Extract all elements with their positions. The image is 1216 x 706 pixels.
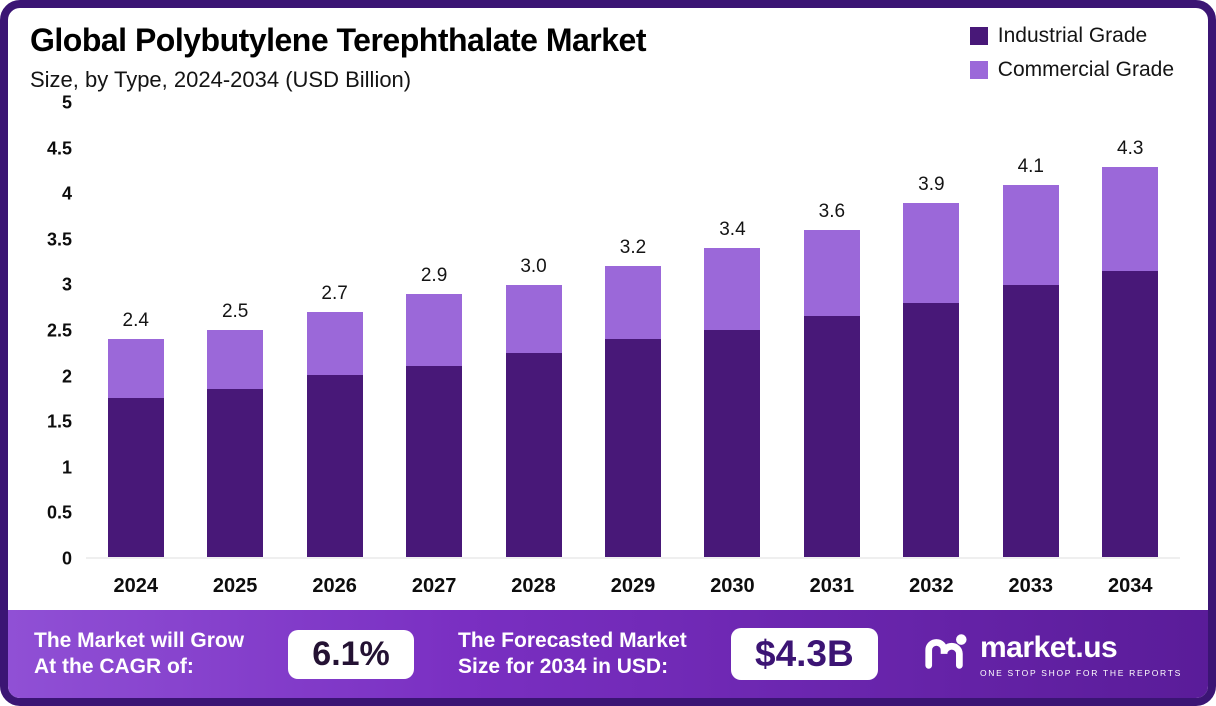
brand-block: market.us ONE STOP SHOP FOR THE REPORTS xyxy=(922,629,1182,680)
bar-value-label: 4.3 xyxy=(1117,137,1144,159)
y-axis: 5 4.5 4 3.5 3 2.5 2 1.5 1 0.5 0 xyxy=(24,93,86,569)
footer-banner: The Market will Grow At the CAGR of: 6.1… xyxy=(8,610,1208,698)
forecast-label: The Forecasted Market Size for 2034 in U… xyxy=(458,628,687,678)
bar-value-label: 3.2 xyxy=(619,237,647,259)
bar-segment-commercial xyxy=(207,330,264,390)
bar-segment-industrial xyxy=(306,375,363,557)
bar-segment-commercial xyxy=(406,293,463,367)
legend-label: Commercial Grade xyxy=(997,58,1174,81)
legend-swatch xyxy=(969,61,988,79)
bar-segment-industrial xyxy=(107,398,164,557)
bar-segment-industrial xyxy=(704,330,761,557)
bar-group: 3.9 xyxy=(901,103,961,557)
cagr-label: The Market will Grow At the CAGR of: xyxy=(34,628,245,678)
y-tick-label: 1 xyxy=(61,457,72,478)
y-tick-label: 0.5 xyxy=(46,502,72,523)
x-axis-label: 2024 xyxy=(113,575,158,597)
bar-segment-commercial xyxy=(604,266,661,340)
page-title: Global Polybutylene Terephthalate Market xyxy=(30,22,647,58)
bar-group: 4.1 xyxy=(1001,103,1061,557)
cagr-value-badge: 6.1% xyxy=(288,629,414,679)
bar-value-label: 2.4 xyxy=(122,310,149,332)
bar-value-label: 3.0 xyxy=(520,255,547,277)
bar-value-label: 2.5 xyxy=(221,301,249,323)
bar-value-label: 2.7 xyxy=(321,282,348,304)
x-axis-label: 2031 xyxy=(809,575,855,597)
bar-segment-industrial xyxy=(1102,270,1159,557)
marketus-logo-icon xyxy=(922,629,968,680)
legend: Industrial Grade Commercial Grade xyxy=(969,24,1174,82)
bar-segment-commercial xyxy=(505,284,562,353)
bar-chart: 5 4.5 4 3.5 3 2.5 2 1.5 1 0.5 0 2.4 2.5 2.7 2.9 3.0 3.2… xyxy=(8,93,1208,610)
x-axis-label: 2032 xyxy=(909,575,954,597)
bar-group: 2.9 xyxy=(404,103,464,557)
bar-segment-industrial xyxy=(505,352,562,557)
bar-group: 2.7 xyxy=(305,103,365,557)
legend-item-industrial: Industrial Grade xyxy=(969,24,1174,48)
x-axis-label: 2033 xyxy=(1008,575,1054,597)
x-axis-label: 2026 xyxy=(312,575,357,597)
legend-item-commercial: Commercial Grade xyxy=(969,58,1174,82)
x-axis-label: 2034 xyxy=(1108,575,1153,597)
bar-segment-commercial xyxy=(107,339,164,399)
bar-segment-commercial xyxy=(803,230,860,317)
bar-segment-industrial xyxy=(207,389,264,557)
bar-segment-commercial xyxy=(1102,166,1159,271)
y-tick-label: 1.5 xyxy=(46,411,72,432)
page-subtitle: Size, by Type, 2024-2034 (USD Billion) xyxy=(30,67,412,92)
chart-main: 5 4.5 4 3.5 3 2.5 2 1.5 1 0.5 0 2.4 2.5 2.7 2.9 3.0 3.2… xyxy=(24,93,1180,569)
bar-segment-industrial xyxy=(1002,284,1059,557)
bar-segment-industrial xyxy=(406,366,463,557)
y-tick-label: 4 xyxy=(61,183,72,204)
y-tick-label: 2.5 xyxy=(46,320,72,341)
bar-segment-industrial xyxy=(604,339,661,557)
bar-group: 2.5 xyxy=(205,103,265,557)
bar-segment-commercial xyxy=(903,202,960,303)
bar-value-label: 4.1 xyxy=(1017,155,1044,177)
x-axis-label: 2025 xyxy=(212,575,258,597)
x-axis-label: 2029 xyxy=(610,575,656,597)
brand-name: market.us xyxy=(979,630,1118,664)
bar-segment-commercial xyxy=(704,248,761,330)
x-axis-labels: 2024 2025 2026 2027 2028 2029 2030 2031 2032 2033… xyxy=(86,559,1180,610)
bar-segment-commercial xyxy=(1002,184,1059,285)
bar-segment-industrial xyxy=(903,302,960,557)
bar-group: 2.4 xyxy=(106,103,166,557)
bar-segment-industrial xyxy=(803,316,860,557)
brand-tagline: ONE STOP SHOP FOR THE REPORTS xyxy=(979,667,1182,678)
bar-value-label: 3.9 xyxy=(918,173,945,195)
y-tick-label: 3 xyxy=(61,274,72,295)
bar-group: 3.2 xyxy=(603,103,663,557)
bar-value-label: 3.4 xyxy=(719,219,746,241)
bar-value-label: 2.9 xyxy=(420,264,448,286)
bar-value-label: 3.6 xyxy=(818,201,846,223)
bar-group: 3.6 xyxy=(802,103,862,557)
legend-swatch xyxy=(969,27,988,45)
y-tick-label: 0 xyxy=(61,548,72,569)
bar-group: 3.4 xyxy=(702,103,762,557)
brand-text: market.us ONE STOP SHOP FOR THE REPORTS xyxy=(980,631,1182,678)
bar-group: 3.0 xyxy=(504,103,564,557)
y-tick-label: 3.5 xyxy=(46,229,72,250)
plot-area: 2.4 2.5 2.7 2.9 3.0 3.2 3.4 3.6 3.9 4.1 4.3 xyxy=(86,103,1180,559)
x-axis-label: 2028 xyxy=(511,575,556,597)
y-tick-label: 4.5 xyxy=(46,138,72,159)
bar-group: 4.3 xyxy=(1100,103,1160,557)
bar-segment-commercial xyxy=(306,311,363,376)
x-axis-label: 2027 xyxy=(411,575,457,597)
x-axis-label: 2030 xyxy=(710,575,755,597)
y-tick-label: 2 xyxy=(61,366,72,387)
chart-header: Global Polybutylene Terephthalate Market… xyxy=(8,8,1208,93)
forecast-value-badge: $4.3B xyxy=(731,628,878,680)
legend-label: Industrial Grade xyxy=(997,24,1148,47)
y-tick-label: 5 xyxy=(61,92,72,113)
